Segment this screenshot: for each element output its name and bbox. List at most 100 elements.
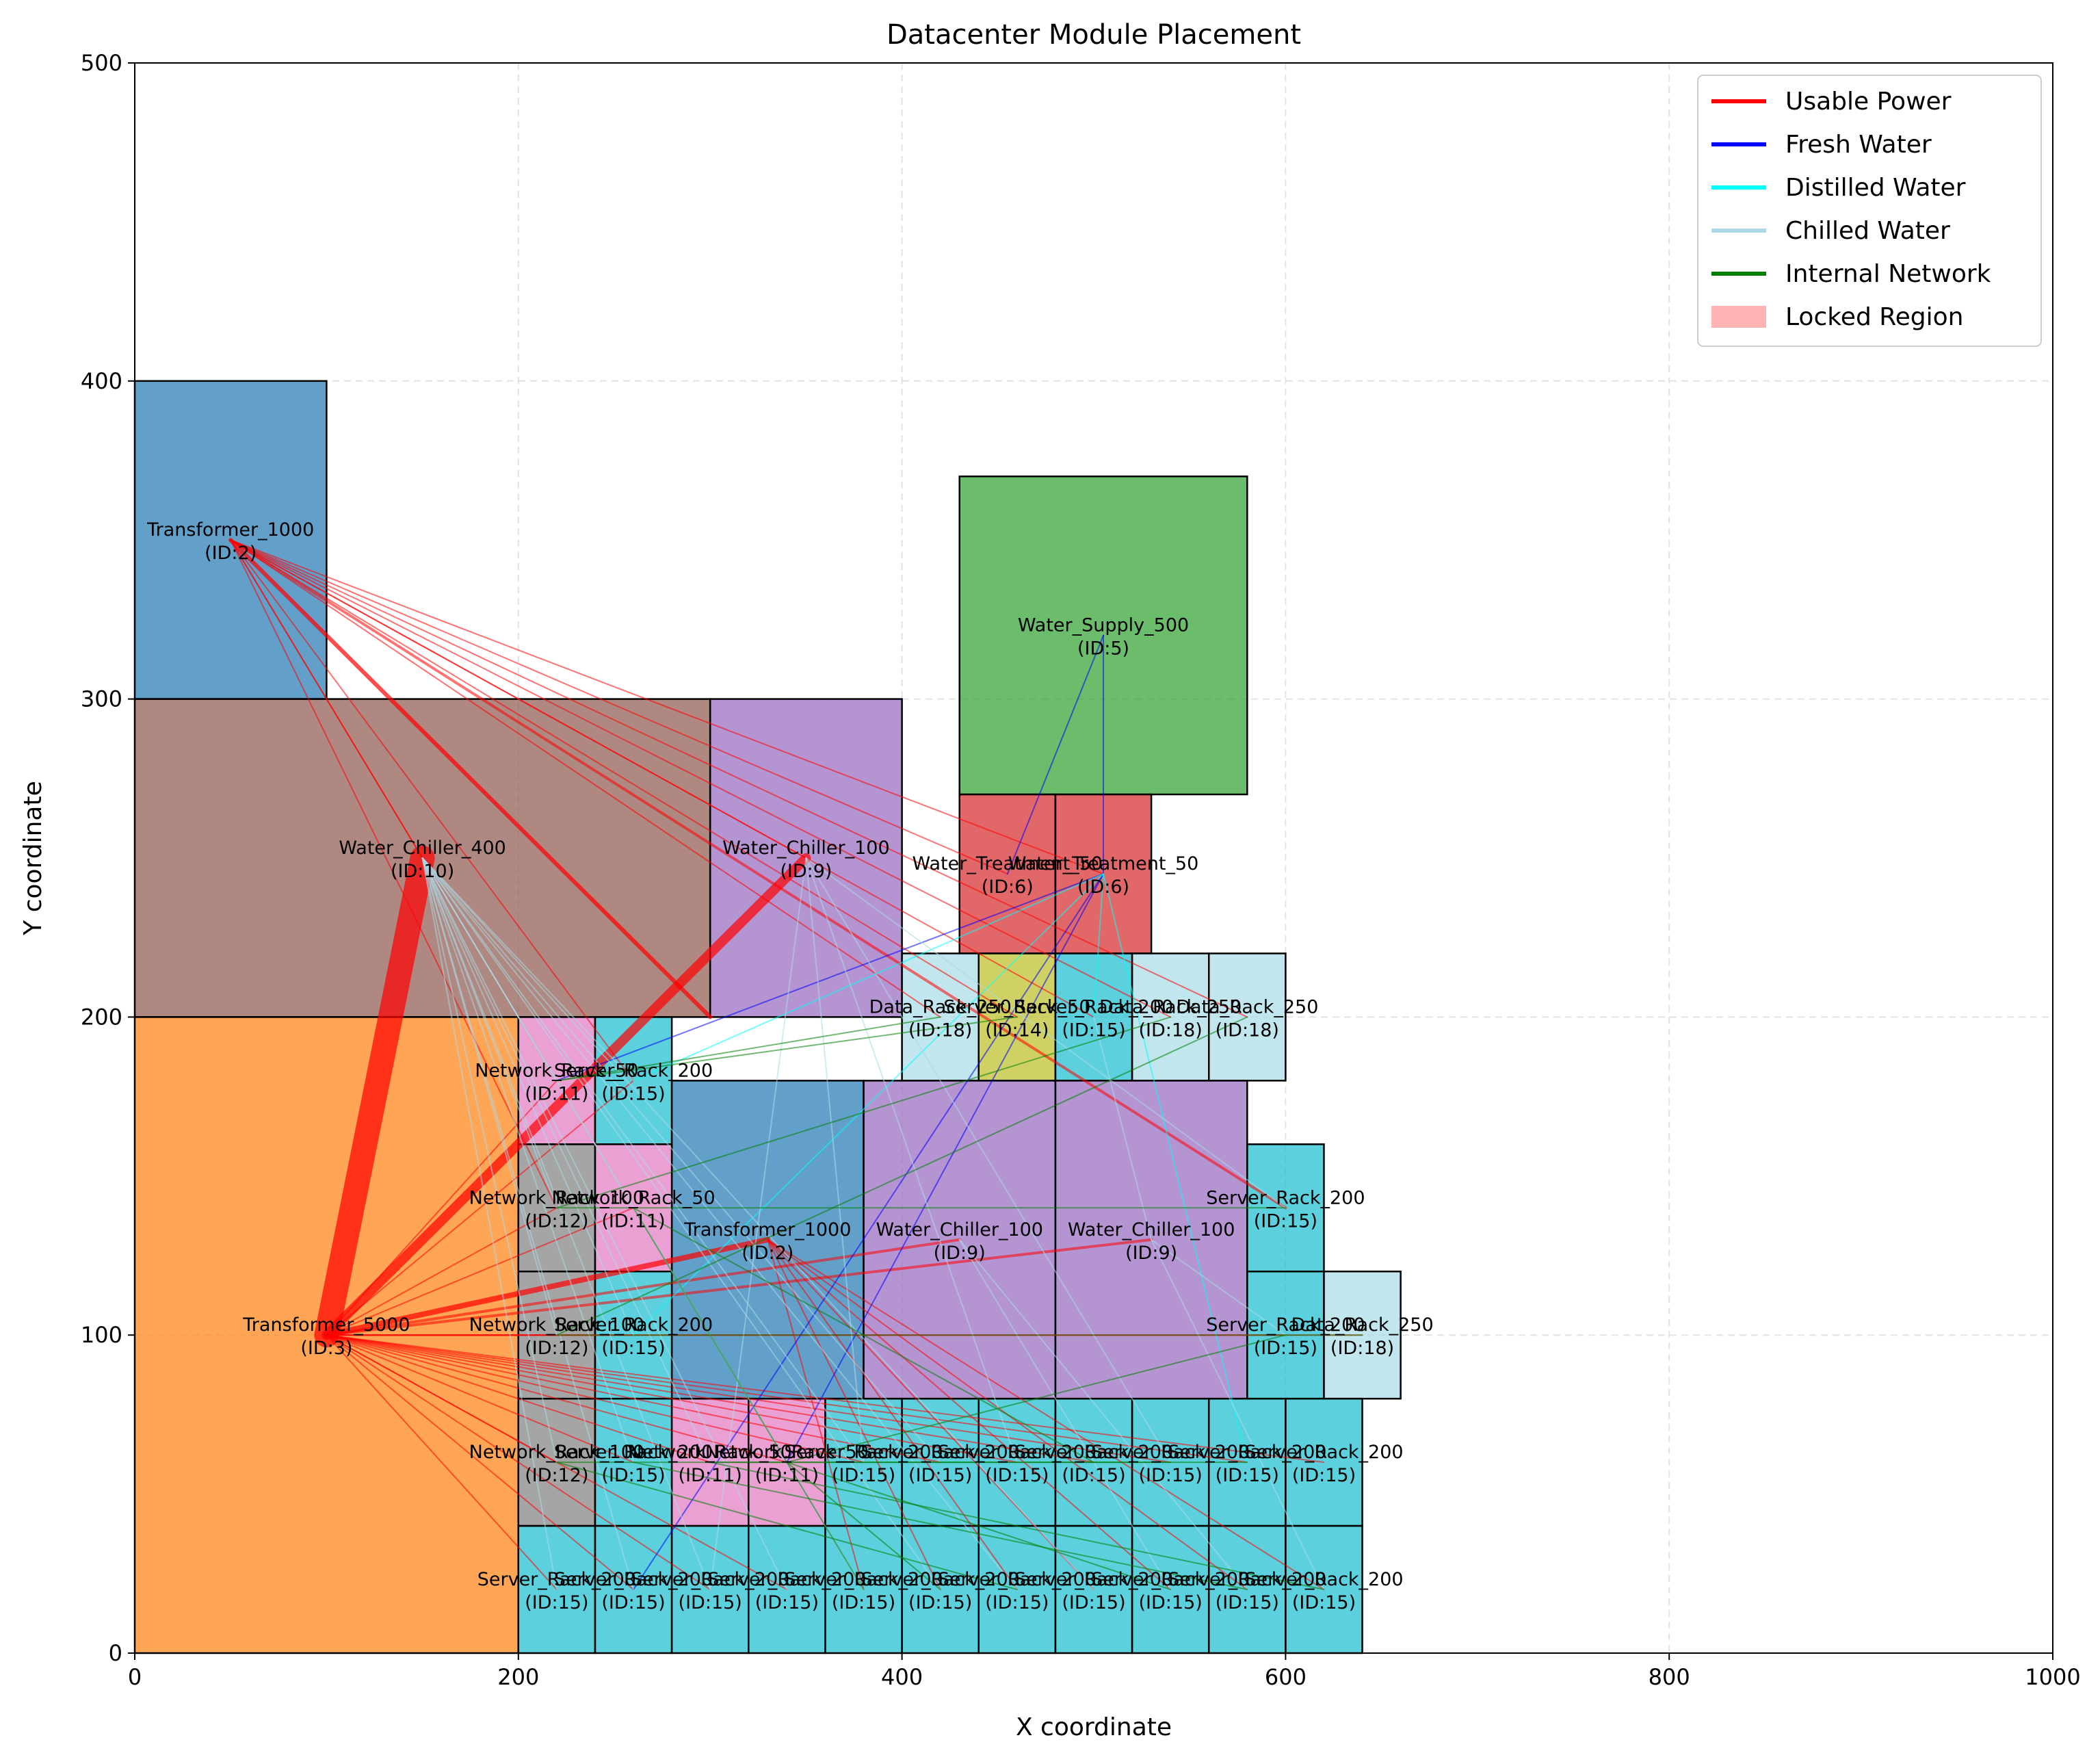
connection-line xyxy=(555,1016,1248,1336)
module-label: Server_Rack_200 (ID:15) xyxy=(938,1569,1097,1613)
legend-label: Distilled Water xyxy=(1785,174,1966,202)
connection-line xyxy=(228,538,713,1020)
connection-line xyxy=(1093,1016,1153,1241)
x-tick-label: 400 xyxy=(881,1664,923,1690)
module-label: Server_Rack_200 (ID:15) xyxy=(1244,1442,1403,1486)
module-label: Server_Rack_200 (ID:15) xyxy=(554,1442,713,1486)
connection-line xyxy=(230,539,1248,1018)
connection-line xyxy=(805,857,865,1464)
connection-line xyxy=(555,1462,1018,1591)
connection-line xyxy=(421,857,635,1464)
connection-line xyxy=(326,1334,788,1464)
connection-line xyxy=(1151,1238,1287,1336)
plot-frame xyxy=(134,62,2053,1654)
y-tick-label: 200 xyxy=(81,1004,122,1030)
connection-line xyxy=(633,1207,1094,1464)
module-label: Transformer_1000 (ID:2) xyxy=(146,519,314,564)
y-axis-label: Y coordinate xyxy=(19,781,47,935)
module-label: Server_Rack_200 (ID:15) xyxy=(554,1060,713,1104)
connection-line xyxy=(555,1016,941,1082)
chart-title: Datacenter Module Placement xyxy=(887,19,1301,51)
module-label: Server_Rack_200 (ID:15) xyxy=(554,1569,713,1613)
module-label: Water_Chiller_100 (ID:9) xyxy=(1068,1219,1235,1264)
legend-label: Internal Network xyxy=(1785,260,1991,288)
connection-line xyxy=(421,857,557,1591)
connection-line xyxy=(786,1462,941,1591)
module-label: Data_Rack_250 (ID:18) xyxy=(1291,1314,1433,1359)
connection-line xyxy=(326,1207,557,1336)
module-label: Network_Rack_50 (ID:11) xyxy=(629,1442,792,1486)
connection-line xyxy=(1103,873,1248,1464)
connection-line xyxy=(314,846,435,1348)
module-label: Server_Rack_200 (ID:15) xyxy=(938,1442,1097,1486)
connection-line xyxy=(326,1080,557,1336)
connections-layer xyxy=(228,538,1363,1591)
module-label: Server_Rack_200 (ID:15) xyxy=(631,1569,789,1613)
module-label: Transformer_5000 (ID:3) xyxy=(242,1314,410,1359)
connection-line xyxy=(805,857,1172,1464)
module-label: Transformer_1000 (ID:2) xyxy=(683,1219,851,1264)
connection-line xyxy=(230,539,635,1082)
x-tick-label: 1000 xyxy=(2025,1664,2080,1690)
connection-line xyxy=(633,873,1105,1336)
y-tick-label: 300 xyxy=(81,686,122,712)
module-label: Network_Rack_100 (ID:12) xyxy=(469,1314,644,1359)
connection-line xyxy=(767,1238,1018,1591)
module-label: Network_Rack_50 (ID:11) xyxy=(705,1442,869,1486)
module-label: Server_Rack_200 (ID:15) xyxy=(707,1569,866,1613)
module-label: Server_Rack_200 (ID:15) xyxy=(861,1569,1020,1613)
module-label: Water_Chiller_100 (ID:9) xyxy=(876,1219,1043,1264)
connection-line xyxy=(326,1334,711,1591)
connection-line xyxy=(555,1016,1018,1082)
x-axis-label: X coordinate xyxy=(1016,1713,1172,1741)
connection-line xyxy=(325,1238,1153,1337)
legend-swatch xyxy=(1711,306,1766,328)
module-label: Server_Rack_50 (ID:14) xyxy=(943,996,1090,1041)
module-labels-layer: Transformer_1000 (ID:2) Water_Chiller_400(… xyxy=(146,519,1434,1613)
x-tick-label: 200 xyxy=(497,1664,539,1690)
module-label: Server_Rack_200 (ID:15) xyxy=(1244,1569,1403,1613)
connection-line xyxy=(633,1462,1248,1591)
connection-line xyxy=(421,857,941,1591)
module-label: Data_Rack_250 (ID:18) xyxy=(1099,996,1242,1041)
module-label: Water_Chiller_100 (ID:9) xyxy=(722,837,890,882)
connection-line xyxy=(709,857,807,1591)
legend-label: Locked Region xyxy=(1785,303,1964,331)
y-tick-label: 0 xyxy=(109,1640,122,1666)
connection-line xyxy=(958,1238,1172,1591)
connection-line xyxy=(326,1334,1248,1464)
connection-line xyxy=(421,857,635,1082)
connection-line xyxy=(421,857,635,1336)
module-label: Server_Rack_200 (ID:15) xyxy=(784,1569,943,1613)
connection-line xyxy=(230,539,1008,875)
module-label: Server_Rack_200 (ID:15) xyxy=(554,1314,713,1359)
connection-line xyxy=(805,857,1287,1209)
connection-line xyxy=(326,1334,635,1464)
connection-line xyxy=(421,857,711,1464)
module-label: Water_Treatment_50 (ID:6) xyxy=(1008,853,1199,898)
x-tick-label: 800 xyxy=(1649,1664,1690,1690)
connection-line xyxy=(786,1462,1172,1591)
module-label: Server_Rack_200 (ID:15) xyxy=(1014,1569,1173,1613)
connection-line xyxy=(326,1207,635,1336)
x-tick-label: 0 xyxy=(128,1664,142,1690)
connection-line xyxy=(230,539,1105,875)
module-label: Server_Rack_200 (ID:15) xyxy=(1091,1442,1250,1486)
module-label: Water_Treatment_50 (ID:6) xyxy=(913,853,1103,898)
module-label: Server_Rack_200 (ID:15) xyxy=(1091,1569,1250,1613)
module-label: Server_Rack_200 (ID:15) xyxy=(861,1442,1020,1486)
x-tick-label: 600 xyxy=(1265,1664,1307,1690)
module-label: Data_Rack_250 (ID:18) xyxy=(869,996,1012,1041)
connection-line xyxy=(767,1238,1172,1591)
module-label: Network_Rack_50 (ID:11) xyxy=(475,1060,638,1104)
connection-line xyxy=(1151,1238,1325,1591)
connection-line xyxy=(555,1016,1172,1209)
connection-line xyxy=(326,1334,1018,1464)
module-label: Network_Rack_100 (ID:12) xyxy=(469,1187,644,1232)
connection-line xyxy=(786,1334,1287,1464)
connection-line xyxy=(767,1238,1325,1591)
connection-line xyxy=(230,539,1018,1018)
connection-line xyxy=(421,857,635,1591)
module-label: Data_Rack_250 (ID:18) xyxy=(1176,996,1318,1041)
connection-line xyxy=(230,539,1172,1018)
